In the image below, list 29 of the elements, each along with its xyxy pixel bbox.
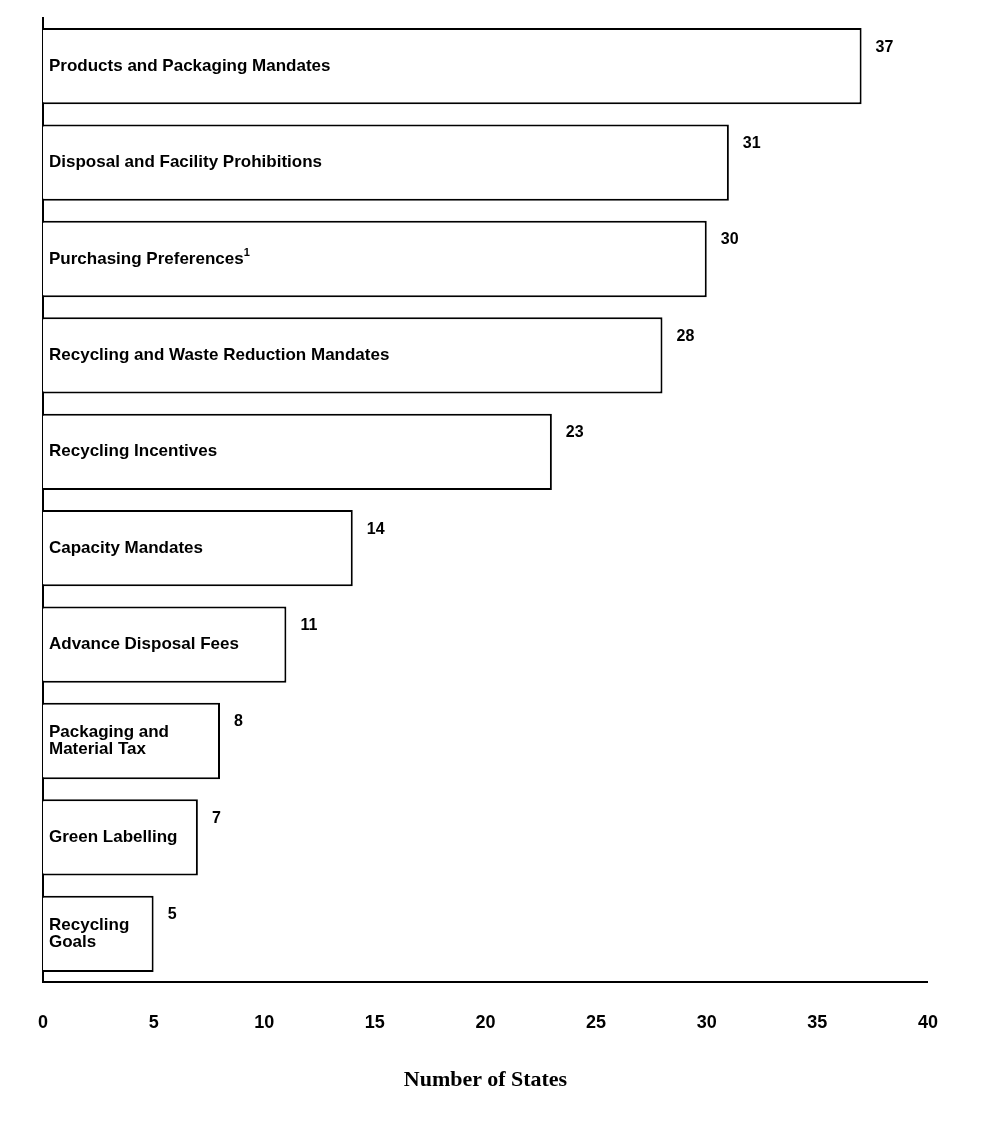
x-tick-label: 5 <box>148 1011 159 1032</box>
data-label: 14 <box>366 519 385 537</box>
y-tick-label: Capacity Mandates <box>49 537 204 557</box>
data-label: 37 <box>875 37 894 55</box>
x-tick-label: 40 <box>917 1011 938 1032</box>
data-label: 28 <box>676 326 695 344</box>
y-tick-label: Packaging and Material Tax <box>49 722 169 759</box>
data-label: 5 <box>167 905 177 923</box>
x-tick-label: 0 <box>38 1011 49 1032</box>
x-tick-label: 20 <box>475 1011 496 1032</box>
y-tick-label: Recycling Incentives <box>49 441 218 461</box>
y-tick-label: Advance Disposal Fees <box>49 634 239 654</box>
data-label: 31 <box>742 133 761 151</box>
y-tick-label: Recycling Goals <box>49 914 130 951</box>
y-tick-label: Green Labelling <box>49 827 178 847</box>
x-tick-label: 10 <box>254 1011 275 1032</box>
data-label: 30 <box>720 230 739 248</box>
y-tick-label: Disposal and Facility Prohibitions <box>49 152 323 172</box>
data-label: 11 <box>300 615 318 633</box>
data-label: 8 <box>234 712 243 730</box>
data-label: 23 <box>565 423 584 441</box>
x-tick-label: 25 <box>586 1011 607 1032</box>
x-tick-label: 35 <box>807 1011 828 1032</box>
data-label: 7 <box>211 808 221 826</box>
x-axis-title: Number of States <box>403 1066 568 1092</box>
y-tick-label: Recycling and Waste Reduction Mandates <box>49 345 390 365</box>
x-tick-label: 15 <box>364 1011 385 1032</box>
x-tick-label: 30 <box>696 1011 717 1032</box>
y-tick-label: Products and Packaging Mandates <box>49 55 331 75</box>
